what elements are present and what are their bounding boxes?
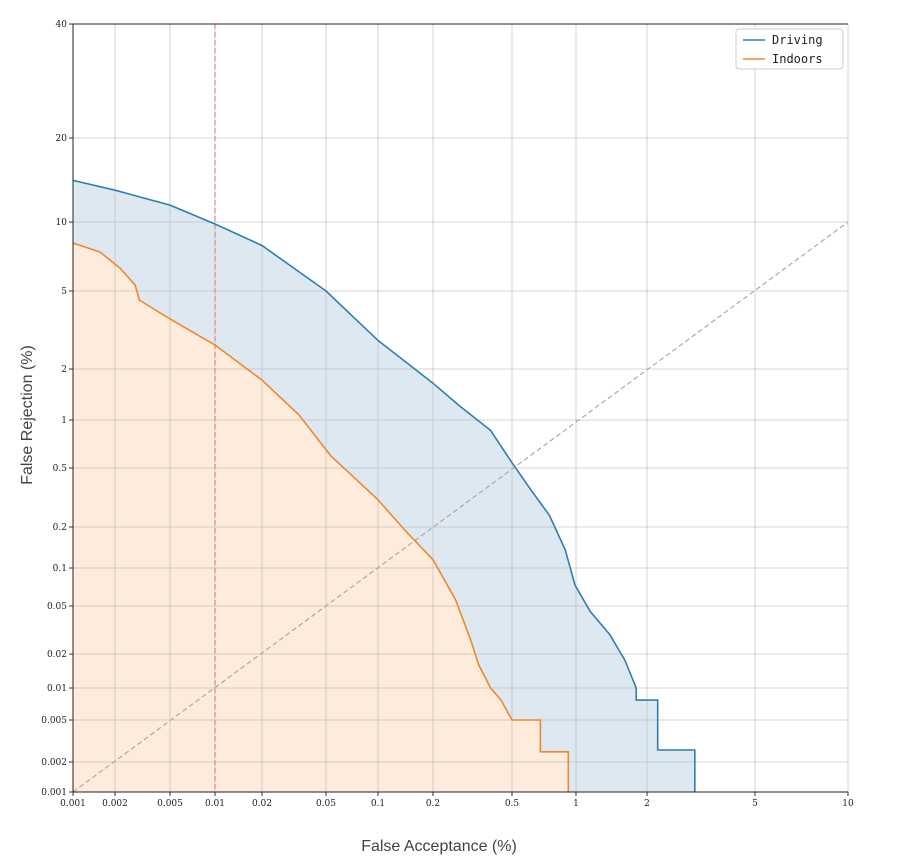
line-driving <box>72 179 696 792</box>
x-tick-label: 0.001 <box>60 799 86 809</box>
y-tick-label: 0.05 <box>47 602 67 612</box>
line-indoors <box>72 242 570 792</box>
x-tick-label: 0.2 <box>426 799 440 809</box>
fill-indoors <box>73 243 569 792</box>
y-tick-label: 5 <box>61 287 67 297</box>
y-tick-label: 0.005 <box>41 716 67 726</box>
y-tick-label: 0.002 <box>41 758 67 768</box>
x-tick-label: 1 <box>573 799 579 809</box>
y-tick-labels: 0.001 0.002 0.005 0.01 0.02 0.05 0.1 0.2 0.5 1 2 5 1… <box>41 20 67 798</box>
x-tick-label: 0.005 <box>157 799 183 809</box>
y-tick-label: 0.2 <box>53 523 67 533</box>
y-axis-label: False Rejection (%) <box>19 345 36 485</box>
x-tick-label: 5 <box>752 799 758 809</box>
x-tick-label: 0.02 <box>252 799 272 809</box>
y-tick-label: 1 <box>61 416 67 426</box>
legend: Driving Indoors <box>735 28 844 70</box>
legend-label-indoors: Indoors <box>772 52 823 66</box>
y-tick-label: 40 <box>56 20 68 30</box>
x-tick-label: 0.1 <box>371 799 385 809</box>
x-tick-label: 0.002 <box>102 799 128 809</box>
series-lines <box>72 179 696 792</box>
axes <box>72 23 848 793</box>
x-tick-label: 0.5 <box>505 799 520 809</box>
y-tick-label: 0.02 <box>47 650 67 660</box>
y-tick-label: 2 <box>61 365 67 375</box>
x-tick-label: 10 <box>842 799 854 809</box>
x-tick-label: 0.05 <box>316 799 336 809</box>
series-fills <box>73 180 695 792</box>
y-tick-label: 0.01 <box>47 684 67 694</box>
y-tick-label: 0.1 <box>53 564 67 574</box>
reference-lines <box>72 24 849 793</box>
x-tick-label: 2 <box>644 799 650 809</box>
y-tick-label: 20 <box>56 134 68 144</box>
y-tick-label: 0.001 <box>41 788 67 798</box>
y-tick-label: 10 <box>56 218 68 228</box>
y-tick-label: 0.5 <box>53 464 68 474</box>
legend-label-driving: Driving <box>772 33 823 47</box>
x-axis-label: False Acceptance (%) <box>361 838 517 855</box>
x-tick-label: 0.01 <box>205 799 225 809</box>
x-tick-labels: 0.001 0.002 0.005 0.01 0.02 0.05 0.1 0.2 0.5 1 2 5 1… <box>60 799 854 809</box>
equal-error-diagonal <box>72 221 849 793</box>
